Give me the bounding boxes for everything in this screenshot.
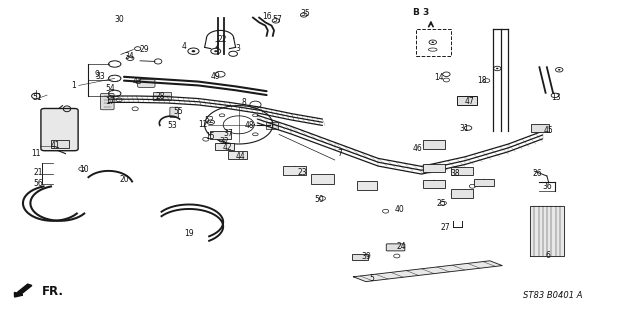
FancyBboxPatch shape [283,166,306,175]
Text: 19: 19 [184,229,194,238]
FancyBboxPatch shape [474,179,494,186]
Text: 23: 23 [297,168,307,177]
Text: 30: 30 [114,15,124,24]
Text: FR.: FR. [42,285,64,298]
Text: 55: 55 [173,107,183,116]
FancyBboxPatch shape [423,140,445,149]
Text: 8: 8 [241,98,246,107]
Text: 41: 41 [51,141,61,150]
FancyBboxPatch shape [215,143,234,150]
FancyBboxPatch shape [311,174,334,184]
FancyBboxPatch shape [386,244,405,251]
Text: 20: 20 [119,175,129,184]
Ellipse shape [558,69,560,71]
Text: 43: 43 [133,77,143,86]
Text: 46: 46 [412,144,422,153]
Text: 40: 40 [395,205,405,214]
Text: 37: 37 [223,129,233,138]
Text: 52: 52 [205,116,215,125]
FancyBboxPatch shape [138,80,155,87]
Text: 15: 15 [205,132,215,141]
FancyBboxPatch shape [100,93,114,110]
Text: 27: 27 [440,223,450,232]
Text: B 3: B 3 [414,8,430,17]
Polygon shape [353,261,502,282]
Text: 24: 24 [397,242,407,251]
Text: 36: 36 [542,182,552,191]
FancyBboxPatch shape [41,108,78,151]
Text: 53: 53 [167,121,177,130]
FancyBboxPatch shape [451,167,473,175]
Text: 29: 29 [140,45,149,54]
Text: 16: 16 [262,12,272,20]
Text: ST83 B0401 A: ST83 B0401 A [523,291,583,300]
Text: 56: 56 [33,179,43,188]
Text: 38: 38 [451,169,461,178]
Text: 50: 50 [314,195,324,204]
Text: 48: 48 [244,121,254,130]
Text: 28: 28 [155,92,165,100]
Ellipse shape [215,50,217,52]
Ellipse shape [496,68,498,69]
Text: 21: 21 [33,168,43,177]
Text: 13: 13 [551,93,561,102]
FancyBboxPatch shape [457,96,477,105]
Text: 4: 4 [182,42,187,51]
Text: 54: 54 [105,84,115,93]
Text: 47: 47 [465,97,475,106]
FancyBboxPatch shape [51,140,69,148]
Text: 45: 45 [544,126,554,135]
FancyBboxPatch shape [228,151,247,159]
Text: 10: 10 [79,165,89,174]
Text: 12: 12 [198,120,208,129]
FancyBboxPatch shape [357,181,377,190]
FancyBboxPatch shape [423,164,445,172]
Text: 25: 25 [436,199,446,208]
Text: 6: 6 [545,252,550,260]
Text: 1: 1 [71,81,76,90]
Text: 26: 26 [533,169,542,178]
FancyBboxPatch shape [352,254,368,260]
Text: 22: 22 [217,35,227,44]
Polygon shape [530,206,564,256]
Text: 5: 5 [370,274,374,283]
Text: 35: 35 [301,9,311,18]
Text: 57: 57 [272,15,282,24]
Text: 32: 32 [219,137,229,146]
Ellipse shape [192,50,195,52]
Text: 7: 7 [337,149,342,158]
Text: 3: 3 [235,44,240,52]
Ellipse shape [432,42,434,43]
Text: 39: 39 [361,252,371,261]
FancyBboxPatch shape [170,107,179,117]
FancyArrow shape [14,284,32,297]
Text: 31: 31 [459,124,469,133]
Text: 14: 14 [434,73,444,82]
FancyBboxPatch shape [423,180,445,188]
Text: 44: 44 [236,152,246,161]
Text: 11: 11 [31,149,41,158]
FancyBboxPatch shape [266,122,278,129]
FancyBboxPatch shape [451,189,473,198]
Text: 18: 18 [477,76,487,85]
FancyBboxPatch shape [210,131,231,139]
Text: 34: 34 [124,52,134,60]
Text: 33: 33 [95,72,105,81]
Text: 42: 42 [223,143,232,152]
Text: 17: 17 [105,97,115,106]
Text: 51: 51 [32,93,42,102]
FancyBboxPatch shape [153,92,170,100]
Text: 49: 49 [211,72,221,81]
FancyBboxPatch shape [531,124,549,132]
Text: 2: 2 [215,41,219,50]
Text: 9: 9 [95,70,100,79]
